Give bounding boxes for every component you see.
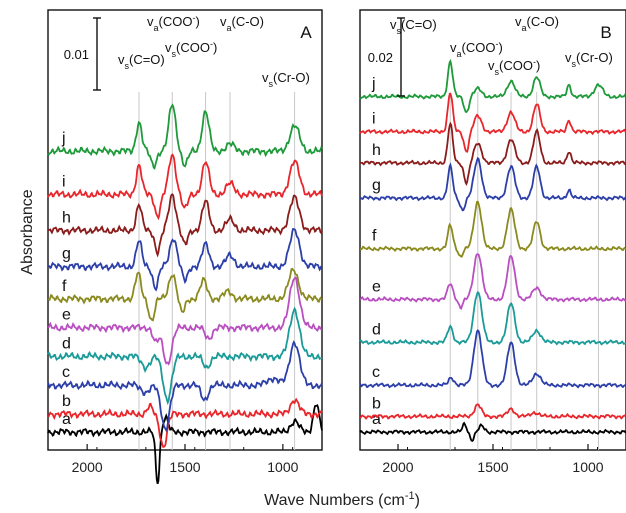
- x-tick-label: 2000: [72, 459, 103, 475]
- spectrum-b: [47, 397, 323, 448]
- panel-letter: B: [600, 23, 611, 42]
- band-label: vs(Cr-O): [565, 50, 613, 69]
- spectrum-j: [359, 59, 626, 114]
- series-label-a: a: [62, 411, 71, 428]
- series-label-g: g: [62, 245, 71, 262]
- spectrum-b: [359, 403, 626, 420]
- spectrum-h: [359, 121, 626, 186]
- series-label-c: c: [62, 364, 70, 381]
- band-label: va(C-O): [515, 14, 559, 33]
- band-label: vs(COO-): [488, 57, 540, 77]
- x-axis-label-superscript: -1: [405, 490, 415, 502]
- x-axis-label: Wave Numbers (cm-1): [264, 490, 420, 509]
- spectrum-i: [359, 92, 626, 153]
- spectrum-e: [47, 276, 323, 366]
- series-label-j: j: [61, 130, 66, 147]
- spectrum-f: [47, 267, 323, 322]
- y-axis-label: Absorbance: [19, 189, 36, 274]
- band-label: vs(Cr-O): [262, 70, 310, 89]
- spectrum-c: [359, 329, 626, 389]
- series-label-i: i: [62, 173, 66, 190]
- x-axis-label-text: Wave Numbers (cm: [264, 492, 405, 509]
- band-label: vs(COO-): [165, 39, 217, 59]
- spectrum-e: [359, 253, 626, 311]
- spectrum-g: [359, 156, 626, 212]
- series-label-e: e: [372, 278, 381, 295]
- x-tick-label: 1500: [169, 459, 200, 475]
- series-label-i: i: [372, 111, 376, 128]
- spectrum-a: [47, 404, 323, 485]
- x-tick-label: 1500: [477, 459, 508, 475]
- series-label-d: d: [372, 321, 381, 338]
- spectrum-c: [47, 340, 323, 432]
- x-tick-label: 2000: [382, 459, 413, 475]
- panel-b: 2000 1500 1000 abc d e f g hi j 0.02 Bvs(C=O) va(COO…: [359, 9, 626, 475]
- band-label: vs(C=O): [118, 52, 165, 71]
- series-label-a: a: [372, 411, 381, 428]
- panel-letter: A: [300, 23, 312, 42]
- series-label-d: d: [62, 335, 71, 352]
- x-tick-label: 1000: [572, 459, 603, 475]
- series-label-b: b: [372, 395, 381, 412]
- series-label-e: e: [62, 307, 71, 324]
- series-label-j: j: [371, 76, 376, 93]
- spectrum-g: [48, 228, 323, 292]
- series-label-g: g: [372, 177, 381, 194]
- band-label: va(C-O): [220, 14, 264, 33]
- spectrum-h: [47, 193, 323, 258]
- band-label: va(COO-): [450, 39, 503, 59]
- band-label: vs(C=O): [390, 17, 437, 36]
- series-label-c: c: [372, 364, 380, 381]
- spectrum-a: [359, 421, 626, 442]
- spectrum-d: [47, 306, 323, 406]
- series-label-b: b: [62, 393, 71, 410]
- scale-bar-label: 0.01: [64, 47, 89, 62]
- spectrum-j: [47, 103, 323, 170]
- spectrum-d: [359, 290, 626, 346]
- spectrum-f: [359, 200, 626, 258]
- spectrum-i: [47, 153, 323, 221]
- x-tick-label: 1000: [267, 459, 298, 475]
- series-label-h: h: [372, 142, 381, 159]
- x-axis-label-close: ): [415, 492, 420, 509]
- series-label-h: h: [62, 209, 71, 226]
- series-label-f: f: [62, 278, 67, 295]
- series-label-f: f: [372, 228, 377, 245]
- scale-bar-label: 0.02: [368, 50, 393, 65]
- band-label: va(COO-): [147, 13, 200, 33]
